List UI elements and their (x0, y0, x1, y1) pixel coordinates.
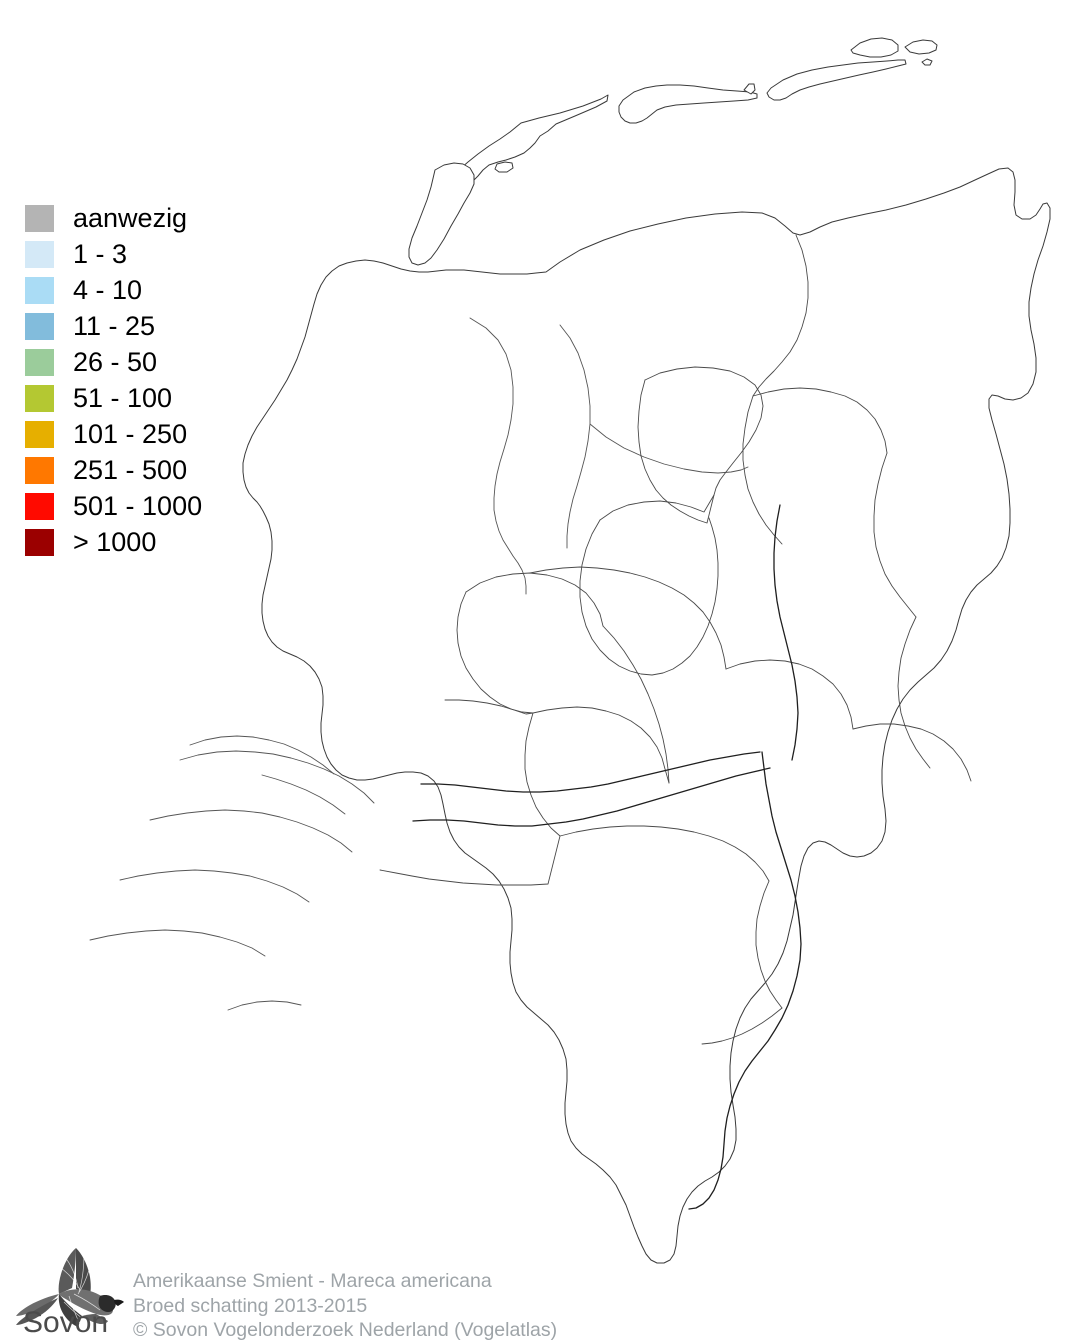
island-texel-small (494, 161, 514, 173)
footer: Sovon Amerikaanse Smient - Mareca americ… (0, 1242, 1074, 1340)
legend-label: aanwezig (73, 202, 188, 233)
swallow-bird-icon: Sovon (16, 1248, 124, 1336)
legend-label: 4 - 10 (73, 274, 143, 305)
coastal-detail (189, 735, 346, 815)
legend-item[interactable]: 51 - 100 (25, 380, 285, 416)
legend-item[interactable]: 101 - 250 (25, 416, 285, 452)
legend-item[interactable]: 11 - 25 (25, 308, 285, 344)
legend-swatch-11-25 (25, 312, 54, 340)
province-boundaries (379, 234, 972, 1045)
flevoland-polders (456, 366, 764, 714)
netherlands-outline (242, 167, 1051, 1264)
footer-caption: Amerikaanse Smient - Mareca americana Br… (133, 1269, 557, 1340)
legend-swatch-26-50 (25, 348, 54, 376)
legend-item[interactable]: 1 - 3 (25, 236, 285, 272)
legend-item[interactable]: 4 - 10 (25, 272, 285, 308)
legend-label: 26 - 50 (73, 346, 158, 377)
copyright-line: © Sovon Vogelonderzoek Nederland (Vogela… (133, 1319, 558, 1340)
zeeland-waterways (89, 750, 375, 1011)
legend-swatch-1-3 (25, 240, 54, 268)
legend-item[interactable]: > 1000 (25, 524, 285, 560)
legend-swatch-aanwezig (25, 204, 54, 232)
wadden-islands (449, 37, 938, 191)
legend-label: 11 - 25 (73, 310, 156, 341)
legend-label: 1 - 3 (73, 238, 128, 269)
legend-swatch-501-1000 (25, 492, 54, 520)
legend-item[interactable]: 26 - 50 (25, 344, 285, 380)
legend-label: 101 - 250 (73, 418, 188, 449)
legend-item[interactable]: 251 - 500 (25, 452, 285, 488)
estimate-period: Broed schatting 2013-2015 (133, 1294, 368, 1317)
legend-label: > 1000 (73, 526, 157, 557)
ijsselmeer-water (469, 317, 749, 595)
rivers (412, 504, 802, 1210)
sovon-logo[interactable]: Sovon (14, 1244, 126, 1336)
legend-item[interactable]: aanwezig (25, 200, 285, 236)
legend-label: 51 - 100 (73, 382, 173, 413)
sovon-wordmark: Sovon (23, 1306, 108, 1336)
legend-swatch-4-10 (25, 276, 54, 304)
legend-label: 251 - 500 (73, 454, 188, 485)
distribution-legend: aanwezig 1 - 3 4 - 10 11 - 25 26 - 50 51… (25, 200, 285, 560)
species-name: Amerikaanse Smient - Mareca americana (133, 1270, 492, 1292)
legend-label: 501 - 1000 (73, 490, 203, 521)
legend-swatch-51-100 (25, 384, 54, 412)
legend-swatch-101-250 (25, 420, 54, 448)
legend-swatch-251-500 (25, 456, 54, 484)
island-texel (408, 162, 475, 266)
legend-item[interactable]: 501 - 1000 (25, 488, 285, 524)
legend-swatch-over-1000 (25, 528, 54, 556)
